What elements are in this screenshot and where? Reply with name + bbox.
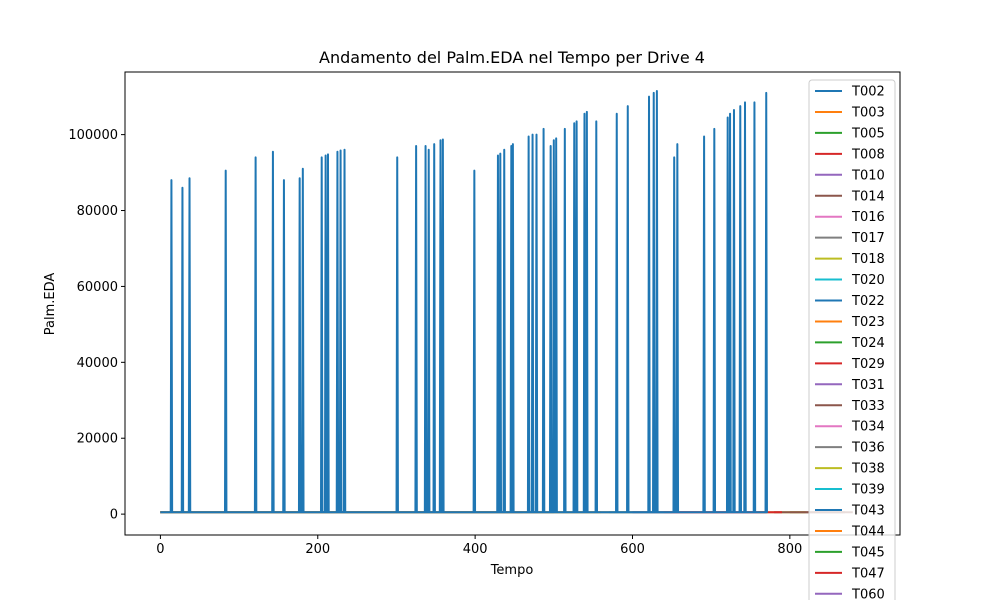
legend: T002 T003 T005 T008 T010 T014 T016 T017 T018 T020… [808,79,896,600]
legend-label-t014: T014 [851,189,885,204]
axis-ticks: 0 200 400 600 800 0 20000 40000 60000 80000 100000 [68,128,802,557]
legend-label-t039: T039 [851,483,885,498]
legend-label-t043: T043 [851,504,885,519]
legend-label-t002: T002 [851,85,885,100]
legend-label-t045: T045 [851,545,885,560]
legend-label-t034: T034 [851,420,885,435]
x-axis-title: Tempo [490,563,534,578]
x-tick-label: 0 [156,542,164,557]
y-axis-title: Palm.EDA [43,273,58,336]
legend-label-t036: T036 [851,441,885,456]
series-line-t002 [160,89,768,514]
legend-label-t024: T024 [851,336,885,351]
x-tick-label: 800 [777,542,802,557]
legend-label-t022: T022 [851,294,885,309]
legend-label-t008: T008 [851,147,885,162]
y-tick-label: 20000 [77,432,118,447]
x-tick-label: 200 [305,542,330,557]
legend-label-t033: T033 [851,399,885,414]
legend-label-t005: T005 [851,126,885,141]
legend-label-t044: T044 [851,524,885,539]
y-tick-label: 100000 [68,128,118,143]
legend-label-t018: T018 [851,252,885,267]
y-tick-label: 0 [110,508,118,523]
legend-label-t060: T060 [851,587,885,600]
legend-label-t023: T023 [851,315,885,330]
legend-label-t010: T010 [851,168,885,183]
legend-label-t017: T017 [851,231,885,246]
legend-label-t029: T029 [851,357,885,372]
legend-box [808,79,896,600]
legend-label-t047: T047 [851,566,885,581]
x-tick-label: 400 [463,542,488,557]
plot-area [160,89,853,514]
legend-label-t031: T031 [851,378,885,393]
chart-title: Andamento del Palm.EDA nel Tempo per Dri… [319,48,705,67]
y-tick-label: 60000 [77,280,118,295]
legend-label-t020: T020 [851,273,885,288]
legend-label-t003: T003 [851,105,885,120]
legend-label-t038: T038 [851,462,885,477]
axes-frame [124,71,901,536]
y-tick-label: 80000 [77,204,118,219]
legend-label-t016: T016 [851,210,885,225]
x-tick-label: 600 [620,542,645,557]
y-tick-label: 40000 [77,356,118,371]
